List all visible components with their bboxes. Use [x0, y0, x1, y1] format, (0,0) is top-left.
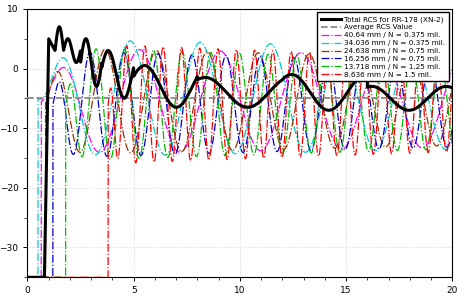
13.718 mm / N = 1.25 mil.: [396, 147, 401, 151]
8.636 mm / N = 1.5 mil.: [441, 137, 447, 140]
16.256 mm / N = 0.75 mil.: [188, 54, 193, 58]
24.638 mm / N = 0.75 mil.: [188, 122, 193, 125]
40.64 mm / N = 0.375 mil.: [137, 48, 142, 51]
8.636 mm / N = 1.5 mil.: [188, 159, 193, 163]
Line: 8.636 mm / N = 1.5 mil.: 8.636 mm / N = 1.5 mil.: [27, 46, 452, 277]
8.636 mm / N = 1.5 mil.: [207, 158, 212, 162]
24.638 mm / N = 0.75 mil.: [25, 276, 30, 279]
24.638 mm / N = 0.75 mil.: [441, 126, 447, 130]
8.636 mm / N = 1.5 mil.: [124, 44, 129, 47]
8.636 mm / N = 1.5 mil.: [25, 276, 30, 279]
13.718 mm / N = 1.25 mil.: [93, 47, 99, 51]
34.036 mm / N = 0.375 mil.: [396, 73, 401, 76]
Total RCS for RR-178 (XN-2): [25, 276, 30, 279]
Total RCS for RR-178 (XN-2): [450, 86, 455, 90]
40.64 mm / N = 0.375 mil.: [25, 276, 30, 279]
13.718 mm / N = 1.25 mil.: [25, 276, 30, 279]
34.036 mm / N = 0.375 mil.: [450, 139, 455, 142]
16.256 mm / N = 0.75 mil.: [207, 152, 212, 155]
16.256 mm / N = 0.75 mil.: [99, 130, 104, 133]
Total RCS for RR-178 (XN-2): [207, 76, 212, 80]
34.036 mm / N = 0.375 mil.: [128, 39, 133, 43]
16.256 mm / N = 0.75 mil.: [87, 50, 93, 54]
24.638 mm / N = 0.75 mil.: [396, 99, 401, 103]
40.64 mm / N = 0.375 mil.: [73, 89, 79, 93]
16.256 mm / N = 0.75 mil.: [441, 140, 447, 143]
40.64 mm / N = 0.375 mil.: [99, 150, 104, 154]
Total RCS for RR-178 (XN-2): [441, 85, 447, 88]
Line: 16.256 mm / N = 0.75 mil.: 16.256 mm / N = 0.75 mil.: [27, 52, 452, 277]
24.638 mm / N = 0.75 mil.: [73, 145, 79, 148]
13.718 mm / N = 1.25 mil.: [450, 142, 455, 146]
24.638 mm / N = 0.75 mil.: [102, 47, 108, 51]
24.638 mm / N = 0.75 mil.: [450, 83, 455, 87]
40.64 mm / N = 0.375 mil.: [441, 93, 447, 97]
13.718 mm / N = 1.25 mil.: [441, 73, 447, 77]
8.636 mm / N = 1.5 mil.: [396, 68, 401, 72]
Total RCS for RR-178 (XN-2): [188, 88, 193, 92]
16.256 mm / N = 0.75 mil.: [450, 126, 455, 129]
40.64 mm / N = 0.375 mil.: [207, 67, 212, 71]
Average RCS Value: [46, 96, 52, 100]
34.036 mm / N = 0.375 mil.: [99, 145, 104, 149]
34.036 mm / N = 0.375 mil.: [188, 60, 193, 63]
Line: 13.718 mm / N = 1.25 mil.: 13.718 mm / N = 1.25 mil.: [27, 49, 452, 277]
8.636 mm / N = 1.5 mil.: [73, 276, 79, 279]
Total RCS for RR-178 (XN-2): [396, 104, 401, 108]
34.036 mm / N = 0.375 mil.: [73, 90, 79, 93]
34.036 mm / N = 0.375 mil.: [25, 276, 30, 279]
24.638 mm / N = 0.75 mil.: [99, 53, 104, 57]
16.256 mm / N = 0.75 mil.: [73, 146, 79, 149]
34.036 mm / N = 0.375 mil.: [207, 57, 212, 61]
13.718 mm / N = 1.25 mil.: [99, 81, 104, 85]
Line: 24.638 mm / N = 0.75 mil.: 24.638 mm / N = 0.75 mil.: [27, 49, 452, 277]
13.718 mm / N = 1.25 mil.: [188, 118, 193, 122]
40.64 mm / N = 0.375 mil.: [450, 67, 455, 71]
Total RCS for RR-178 (XN-2): [99, 63, 104, 67]
Total RCS for RR-178 (XN-2): [57, 25, 62, 29]
13.718 mm / N = 1.25 mil.: [207, 54, 212, 58]
Line: 34.036 mm / N = 0.375 mil.: 34.036 mm / N = 0.375 mil.: [27, 41, 452, 277]
40.64 mm / N = 0.375 mil.: [396, 87, 401, 90]
34.036 mm / N = 0.375 mil.: [441, 147, 447, 151]
40.64 mm / N = 0.375 mil.: [188, 134, 193, 137]
16.256 mm / N = 0.75 mil.: [396, 63, 401, 66]
Legend: Total RCS for RR-178 (XN-2), Average RCS Value, 40.64 mm / N = 0.375 mil., 34.03: Total RCS for RR-178 (XN-2), Average RCS…: [318, 12, 449, 81]
Line: 40.64 mm / N = 0.375 mil.: 40.64 mm / N = 0.375 mil.: [27, 50, 452, 277]
24.638 mm / N = 0.75 mil.: [207, 51, 212, 55]
8.636 mm / N = 1.5 mil.: [450, 81, 455, 84]
16.256 mm / N = 0.75 mil.: [25, 276, 30, 279]
Line: Total RCS for RR-178 (XN-2): Total RCS for RR-178 (XN-2): [27, 27, 452, 277]
13.718 mm / N = 1.25 mil.: [73, 117, 79, 121]
Average RCS Value: [25, 96, 30, 100]
Total RCS for RR-178 (XN-2): [74, 61, 79, 64]
8.636 mm / N = 1.5 mil.: [99, 276, 104, 279]
